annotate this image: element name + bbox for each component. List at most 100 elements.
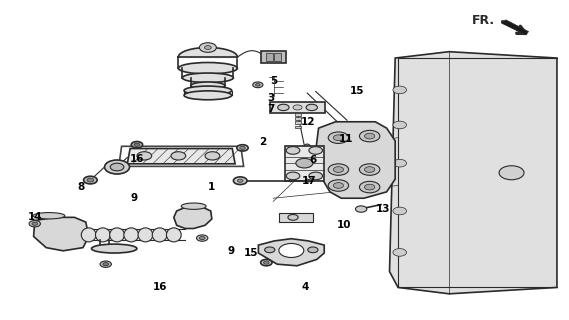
Text: 15: 15 xyxy=(350,85,364,96)
Circle shape xyxy=(265,247,275,253)
Text: 13: 13 xyxy=(376,204,390,214)
Text: 8: 8 xyxy=(77,182,85,192)
Circle shape xyxy=(237,145,248,151)
Text: 17: 17 xyxy=(302,176,316,186)
Circle shape xyxy=(29,220,40,227)
Polygon shape xyxy=(279,212,313,222)
Text: 15: 15 xyxy=(244,248,258,258)
Text: 16: 16 xyxy=(153,282,167,292)
Polygon shape xyxy=(258,239,324,266)
Polygon shape xyxy=(316,122,395,198)
Text: 16: 16 xyxy=(130,154,145,164)
Ellipse shape xyxy=(81,228,96,242)
FancyBboxPatch shape xyxy=(295,122,301,124)
FancyBboxPatch shape xyxy=(295,117,301,120)
Circle shape xyxy=(360,181,380,193)
Circle shape xyxy=(365,184,375,190)
FancyBboxPatch shape xyxy=(261,51,286,63)
Circle shape xyxy=(333,167,344,172)
Text: 14: 14 xyxy=(28,212,43,222)
FancyBboxPatch shape xyxy=(295,113,301,116)
Circle shape xyxy=(204,46,211,50)
Circle shape xyxy=(171,152,185,160)
Circle shape xyxy=(253,82,263,88)
Text: 3: 3 xyxy=(267,93,275,103)
Circle shape xyxy=(393,249,406,256)
Circle shape xyxy=(240,146,245,149)
Circle shape xyxy=(84,176,97,184)
Ellipse shape xyxy=(138,228,153,242)
Circle shape xyxy=(199,43,216,52)
Circle shape xyxy=(393,207,406,215)
Ellipse shape xyxy=(105,160,130,174)
Polygon shape xyxy=(174,206,212,228)
Ellipse shape xyxy=(96,228,110,242)
Ellipse shape xyxy=(184,86,232,95)
Circle shape xyxy=(356,206,367,212)
Circle shape xyxy=(288,214,298,220)
Text: 9: 9 xyxy=(228,246,235,256)
Circle shape xyxy=(360,164,380,175)
Ellipse shape xyxy=(110,228,125,242)
Circle shape xyxy=(393,86,406,94)
Circle shape xyxy=(196,235,208,241)
FancyBboxPatch shape xyxy=(284,146,324,181)
Circle shape xyxy=(100,261,112,268)
Ellipse shape xyxy=(178,62,237,74)
Circle shape xyxy=(199,236,205,240)
Text: 10: 10 xyxy=(337,220,352,230)
Circle shape xyxy=(308,247,318,253)
Text: 9: 9 xyxy=(130,193,137,203)
Circle shape xyxy=(263,261,269,264)
Circle shape xyxy=(365,167,375,172)
Text: 6: 6 xyxy=(309,155,316,165)
Ellipse shape xyxy=(124,228,139,242)
Circle shape xyxy=(293,105,302,110)
Text: 2: 2 xyxy=(259,138,266,148)
FancyBboxPatch shape xyxy=(274,53,281,61)
Circle shape xyxy=(131,141,143,148)
Circle shape xyxy=(309,147,323,154)
Text: FR.: FR. xyxy=(471,14,494,27)
FancyBboxPatch shape xyxy=(295,125,301,128)
Ellipse shape xyxy=(152,228,167,242)
Text: 12: 12 xyxy=(300,117,315,127)
Circle shape xyxy=(237,179,243,182)
Circle shape xyxy=(255,84,260,86)
Ellipse shape xyxy=(110,163,124,171)
Circle shape xyxy=(279,244,304,258)
Circle shape xyxy=(309,172,323,180)
Polygon shape xyxy=(270,102,325,113)
Circle shape xyxy=(103,263,109,266)
Ellipse shape xyxy=(303,144,312,157)
Circle shape xyxy=(286,147,300,154)
Polygon shape xyxy=(390,52,557,294)
Circle shape xyxy=(333,135,344,140)
Text: 1: 1 xyxy=(208,182,215,192)
Circle shape xyxy=(286,172,300,180)
Circle shape xyxy=(87,178,94,182)
Ellipse shape xyxy=(184,91,232,100)
Circle shape xyxy=(328,132,349,143)
Circle shape xyxy=(134,143,140,146)
Circle shape xyxy=(360,130,380,142)
Circle shape xyxy=(137,152,152,160)
Text: 5: 5 xyxy=(270,76,278,86)
Ellipse shape xyxy=(191,82,225,90)
Circle shape xyxy=(205,152,220,160)
Polygon shape xyxy=(501,20,529,35)
Text: 4: 4 xyxy=(302,283,309,292)
Ellipse shape xyxy=(33,212,65,219)
Text: 7: 7 xyxy=(267,104,275,114)
Circle shape xyxy=(333,183,344,188)
Text: 11: 11 xyxy=(339,134,353,144)
Circle shape xyxy=(393,159,406,167)
Circle shape xyxy=(278,104,289,111)
Ellipse shape xyxy=(92,244,137,253)
Polygon shape xyxy=(34,217,89,251)
Polygon shape xyxy=(127,148,235,164)
Ellipse shape xyxy=(167,228,181,242)
Circle shape xyxy=(328,180,349,191)
Circle shape xyxy=(365,133,375,139)
Circle shape xyxy=(32,222,38,225)
